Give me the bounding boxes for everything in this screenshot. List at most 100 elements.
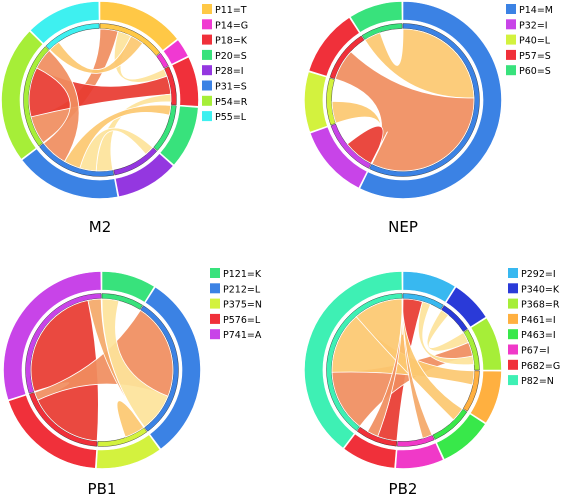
legend-swatch [508, 268, 518, 278]
panel-label: PB2 [389, 480, 418, 497]
legend-label: P375=N [223, 300, 262, 311]
outer-arc-p340-k [445, 286, 487, 328]
legend-swatch [506, 19, 516, 30]
legend-label: P18=K [215, 36, 248, 47]
legend-label: P368=R [521, 300, 560, 311]
legend-swatch [210, 268, 220, 278]
chord-p682-g-to-p82-n [366, 299, 403, 437]
legend-label: P576=L [223, 315, 261, 326]
outer-arc-p18-k [171, 56, 199, 107]
outer-arc-p121-k [101, 271, 155, 303]
inner-arc-p121-k [101, 293, 143, 310]
legend-item-p121-k: P121=K [210, 268, 262, 280]
outer-arc-p67-i [395, 442, 444, 469]
outer-arc-p375-n [96, 434, 161, 469]
legend-item-p54-r: P54=R [202, 95, 248, 108]
outer-arc-p14-m [359, 1, 502, 199]
legend-item-p57-s: P57=S [506, 49, 551, 62]
legend-swatch [508, 375, 518, 386]
legend: P11=T P14=G P18=K P20=S P28=I P31=S P54=R P55=L [202, 4, 248, 123]
legend-label: P121=K [223, 269, 262, 280]
outer-arc-p292-i [402, 271, 456, 303]
outer-arc-p54-r [1, 30, 44, 160]
legend-item-p20-s: P20=S [202, 49, 247, 62]
outer-arc-p32-i [309, 126, 368, 189]
legend-label: P82=N [521, 376, 554, 387]
outer-arc-p11-t [99, 1, 178, 51]
outer-arc-p212-l [144, 286, 201, 450]
legend-label: P340=K [521, 284, 560, 295]
legend-item-p40-l: P40=L [506, 34, 551, 47]
inner-arc-p28-i [113, 147, 158, 176]
legend-swatch [508, 283, 518, 294]
legend-item-p461-i: P461=I [508, 313, 556, 326]
legend-item-p18-k: P18=K [202, 34, 248, 47]
legend-item-p212-l: P212=L [210, 283, 261, 295]
legend-item-p368-r: P368=R [508, 298, 560, 311]
inner-arc-p54-r [23, 46, 50, 147]
legend-swatch [202, 4, 212, 14]
chord-p463-i-to-p82-n [355, 298, 463, 421]
inner-arc-p20-s [153, 105, 177, 151]
legend-item-p31-s: P31=S [202, 80, 247, 93]
outer-arc-p82-n [304, 271, 403, 449]
legend-swatch [506, 34, 516, 45]
inner-arc-p11-t [99, 23, 161, 56]
chord-p340-k-to-p368-r [426, 309, 469, 352]
inner-arc-p60-s [361, 23, 403, 40]
panel-label: M2 [89, 218, 112, 236]
legend-swatch [506, 65, 516, 76]
panel-nep: NEP P14=M P32=I P40=L P57=S P60=S [304, 1, 553, 236]
inner-arc-p32-i [330, 123, 372, 169]
legend-label: P461=I [521, 315, 556, 326]
panel-pb1: PB1 P121=K P212=L P375=N P576=L P741=A [3, 268, 262, 497]
legend-swatch [508, 344, 518, 355]
legend-swatch [202, 111, 212, 122]
inner-arc-p55-l [45, 23, 100, 50]
legend-label: P682=G [521, 361, 560, 372]
outer-arc-p741-a [3, 271, 102, 401]
inner-arc-p18-k [164, 66, 177, 106]
legend-label: P14=G [215, 20, 248, 31]
legend-swatch [508, 329, 518, 340]
panel-label: PB1 [88, 480, 117, 497]
legend-label: P212=L [223, 284, 261, 295]
chord-p741-a-to-p212-l [87, 298, 145, 428]
legend-label: P55=L [215, 112, 247, 123]
legend-swatch [210, 313, 220, 324]
legend-item-p741-a: P741=A [210, 329, 262, 341]
inner-arc-p292-i [402, 293, 444, 310]
outer-arc-p31-s [21, 148, 119, 199]
legend-item-p14-m: P14=M [506, 4, 553, 16]
legend-swatch [202, 80, 212, 91]
legend-label: P60=S [519, 66, 551, 77]
legend-item-p292-i: P292=I [508, 268, 556, 280]
legend-item-p55-l: P55=L [202, 111, 247, 123]
legend-swatch [202, 34, 212, 45]
outer-arc-p14-g [162, 39, 189, 65]
legend-item-p28-i: P28=I [202, 65, 244, 77]
legend-label: P31=S [215, 82, 247, 93]
legend-item-p67-i: P67=I [508, 344, 550, 357]
inner-arc-p375-n [97, 427, 148, 447]
legend-item-p32-i: P32=I [506, 19, 548, 31]
inner-arc-p340-k [441, 305, 468, 332]
legend-item-p82-n: P82=N [508, 375, 554, 387]
panel-m2: M2 P11=T P14=G P18=K P20=S P28=I P31=S P54=R P55… [1, 1, 248, 236]
inner-arc-p682-g [356, 426, 398, 447]
chord-p55-l-to-p11-t [49, 35, 144, 74]
inner-arc-p576-l [29, 392, 98, 447]
outer-arc-p682-g [343, 433, 397, 469]
inner-arc-p57-s [329, 35, 365, 79]
outer-arc-p60-s [349, 1, 403, 33]
legend-swatch [210, 329, 220, 340]
inner-arc-p368-r [463, 329, 480, 371]
legend-item-p682-g: P682=G [508, 359, 560, 372]
panel-pb2: PB2 P292=I P340=K P368=R P461=I P463=I P67=I P6… [304, 268, 560, 497]
legend-label: P20=S [215, 51, 247, 62]
outer-arc-p576-l [8, 394, 97, 469]
legend-item-p11-t: P11=T [202, 4, 247, 16]
legend: P292=I P340=K P368=R P461=I P463=I P67=I P682=… [508, 268, 560, 387]
legend-label: P741=A [223, 330, 262, 341]
chord-p375-n-to-p212-l [116, 398, 145, 438]
